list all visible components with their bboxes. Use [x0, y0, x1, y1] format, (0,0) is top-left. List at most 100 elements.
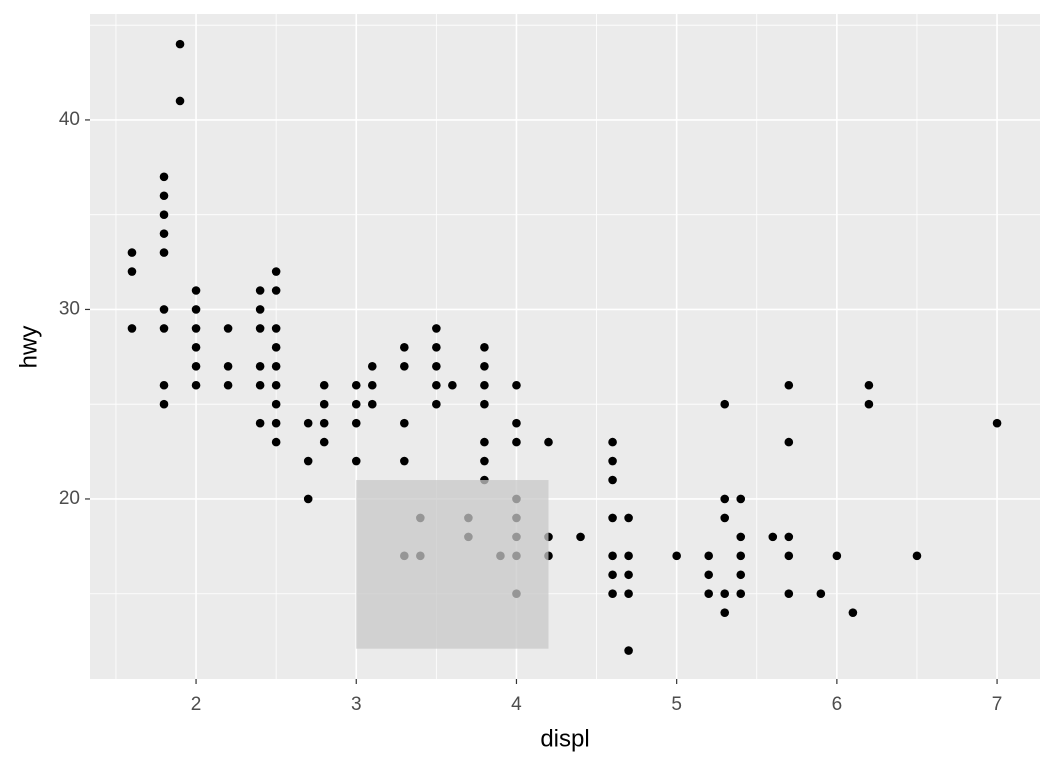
point: [400, 418, 409, 428]
point: [832, 551, 842, 561]
point: [351, 456, 361, 466]
point: [480, 380, 489, 390]
point: [191, 286, 201, 295]
point: [400, 456, 409, 466]
point: [512, 437, 521, 447]
point: [512, 418, 521, 428]
point: [159, 380, 169, 390]
panel: [90, 14, 1040, 679]
point: [319, 437, 329, 447]
point: [736, 589, 746, 599]
point: [191, 343, 201, 352]
point: [608, 437, 617, 447]
point: [576, 532, 585, 542]
point: [223, 362, 233, 371]
point: [720, 494, 730, 504]
point: [191, 380, 201, 390]
point: [784, 437, 794, 447]
point: [271, 286, 281, 295]
point: [351, 380, 361, 390]
point: [784, 380, 794, 390]
point: [784, 551, 794, 561]
x-tick-label: 3: [351, 694, 362, 715]
point: [400, 362, 409, 371]
y-tick-label: 30: [59, 298, 80, 319]
point: [864, 380, 874, 390]
point: [255, 418, 265, 428]
point: [736, 551, 746, 561]
x-tick-label: 6: [832, 694, 843, 715]
point: [271, 418, 281, 428]
point: [432, 380, 441, 390]
point: [480, 437, 489, 447]
point: [736, 494, 746, 504]
point: [351, 418, 361, 428]
point: [271, 267, 281, 276]
point: [367, 399, 377, 409]
point: [608, 513, 617, 523]
point: [127, 324, 137, 333]
point: [303, 456, 313, 466]
point: [255, 286, 265, 295]
point: [191, 362, 201, 371]
point: [191, 324, 201, 333]
point: [159, 248, 169, 257]
point: [720, 513, 730, 523]
point: [784, 532, 794, 542]
point: [303, 418, 313, 428]
y-tick-label: 20: [59, 488, 80, 509]
brush: [356, 480, 549, 649]
point: [704, 589, 714, 599]
point: [544, 437, 553, 447]
point: [768, 532, 778, 542]
point: [432, 324, 441, 333]
point: [672, 551, 681, 561]
point: [159, 229, 169, 238]
point: [271, 437, 281, 447]
point: [159, 399, 169, 409]
point: [608, 456, 617, 466]
point: [175, 96, 185, 106]
point: [512, 380, 521, 390]
point: [736, 570, 746, 580]
point: [400, 343, 409, 352]
point: [912, 551, 922, 561]
point: [159, 210, 169, 219]
point: [720, 399, 730, 409]
point: [608, 570, 617, 580]
point: [784, 589, 794, 599]
point: [624, 589, 633, 599]
point: [351, 399, 361, 409]
point: [223, 324, 233, 333]
point: [159, 172, 169, 182]
point: [271, 343, 281, 352]
point: [255, 324, 265, 333]
point: [319, 418, 329, 428]
point: [159, 305, 169, 314]
point: [127, 267, 137, 276]
x-tick-label: 7: [992, 694, 1003, 715]
point: [159, 191, 169, 201]
point: [223, 380, 233, 390]
point: [608, 551, 617, 561]
point: [271, 399, 281, 409]
point: [864, 399, 874, 409]
point: [992, 418, 1002, 428]
point: [736, 532, 746, 542]
point: [624, 513, 633, 523]
x-tick-label: 5: [671, 694, 682, 715]
point: [175, 39, 185, 49]
point: [271, 324, 281, 333]
point: [480, 343, 489, 352]
point: [159, 324, 169, 333]
point: [816, 589, 826, 599]
point: [432, 343, 441, 352]
point: [271, 362, 281, 371]
point: [191, 305, 201, 314]
point: [704, 570, 714, 580]
point: [480, 362, 489, 371]
point: [720, 608, 730, 617]
point: [624, 551, 633, 561]
x-tick-label: 4: [511, 694, 522, 715]
